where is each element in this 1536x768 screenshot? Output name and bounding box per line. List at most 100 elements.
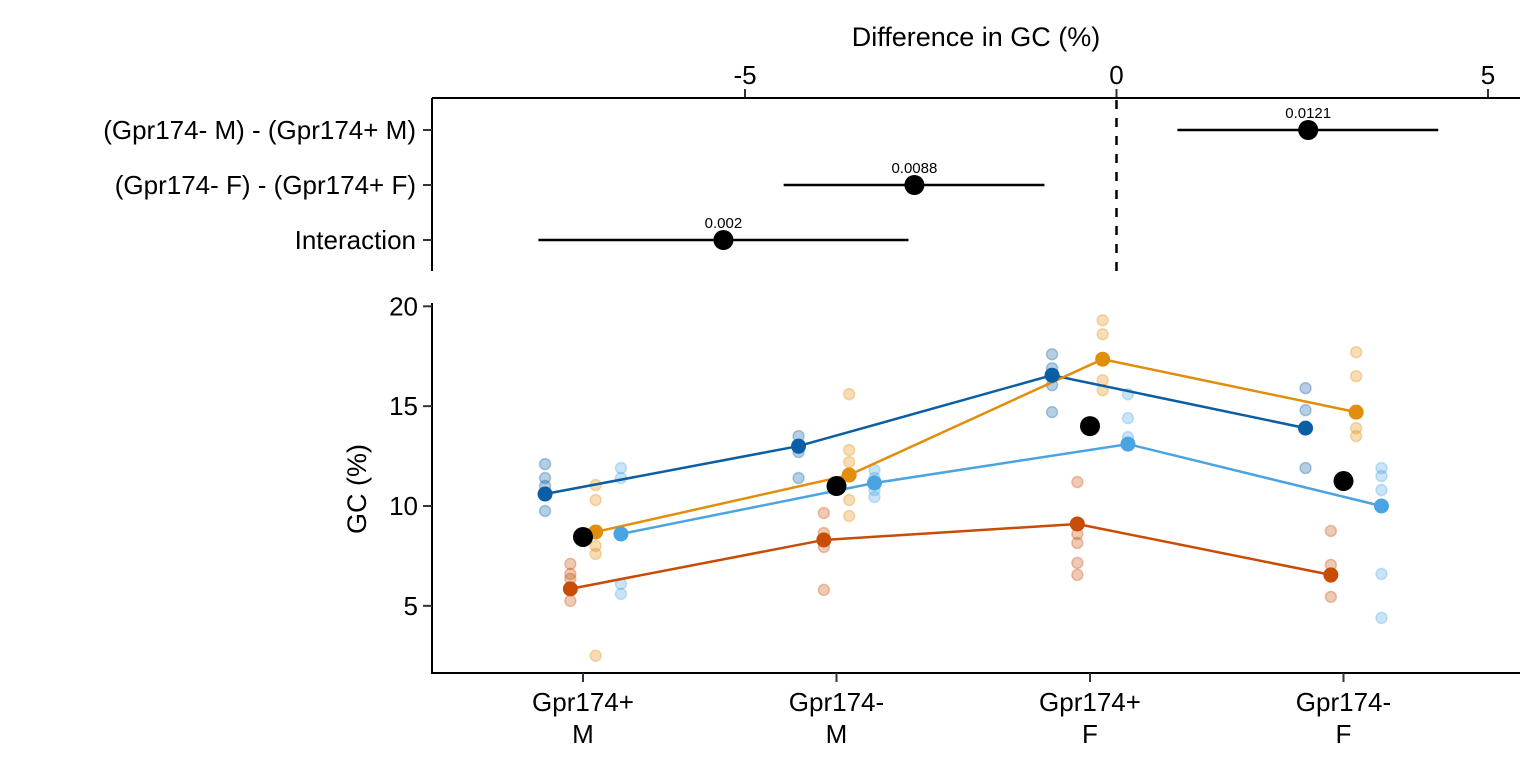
forest-rows: (Gpr174- M) - (Gpr174+ M) 0.0121 (Gpr174- … [103,105,1439,255]
raw-data-point [842,455,856,469]
series-mean-point [1095,351,1111,367]
x-tick-label-line2: F [1082,719,1098,749]
series-mean-line [620,442,1382,536]
raw-data-point [1299,403,1312,417]
forest-row-label: (Gpr174- F) - (Gpr174+ F) [115,170,416,200]
forest-p-value-label: 0.0121 [1285,105,1331,122]
x-tick-label-line2: M [572,719,594,749]
raw-data-point [538,504,552,518]
raw-data-point [564,557,577,571]
x-tick-label-line1: Gpr174- [1296,687,1391,717]
raw-data-point [1349,429,1363,443]
raw-data-point [1096,328,1109,341]
series-mean-point [1298,420,1314,436]
raw-data-point [589,649,602,663]
series-mean-line [570,522,1332,591]
series-mean-point [1069,516,1085,532]
series-mean-point [816,532,832,548]
grand-mean-point [1333,471,1354,492]
forest-p-value-label: 0.0088 [891,160,937,177]
grand-mean-point [826,476,847,497]
raw-data-point [1071,536,1084,550]
series-mean-point [537,486,553,502]
raw-data-point [1121,411,1135,425]
series-mean-point [866,475,882,491]
raw-data-point [538,471,552,485]
forest-x-tick-label: 5 [1481,60,1495,90]
y-tick-label: 10 [389,491,418,521]
series-mean-point [791,438,807,454]
y-tick-label: 20 [389,291,418,321]
series-mean-point [1323,567,1339,583]
raw-data-point [1349,421,1363,435]
series-mean-point [1120,436,1136,452]
raw-data-point [564,594,577,608]
forest-estimate-point [1298,120,1319,140]
raw-data-point [1071,475,1084,489]
raw-data-point [1071,568,1084,582]
raw-data-point [1375,567,1388,581]
forest-x-tick-label: -5 [733,60,756,90]
raw-data-point [1324,524,1338,538]
series-mean-point [1348,404,1364,420]
mean-points-layer [537,351,1389,597]
raw-data-point [1349,369,1363,383]
raw-data-point [589,547,602,561]
raw-data-point [1375,461,1388,475]
forest-row-label: (Gpr174- M) - (Gpr174+ M) [103,115,416,145]
forest-x-axis-title: Difference in GC (%) [852,22,1101,52]
raw-data-point [792,471,805,485]
series-lines-layer [544,357,1382,591]
x-tick-label-line1: Gpr174- [789,687,884,717]
series-mean-point [613,526,629,542]
raw-data-point [1324,590,1338,604]
x-tick-label-line2: F [1336,719,1352,749]
series-mean-point [841,467,857,483]
raw-data-point [538,457,552,471]
raw-data-point [1299,461,1312,475]
raw-data-point [1096,314,1109,327]
forest-row-label: Interaction [295,225,416,255]
raw-data-point [842,443,856,457]
series-mean-line [595,357,1357,534]
raw-data-point [589,539,602,553]
grand-mean-point [573,526,593,547]
y-ticks: 5 10 15 20 [389,291,432,621]
raw-data-point [1375,483,1388,497]
forest-p-value-label: 0.002 [705,215,743,232]
raw-data-point [1375,611,1388,625]
raw-data-point [614,587,628,601]
raw-data-point [614,461,628,475]
forest-estimate-point [904,175,925,195]
y-axis-title: GC (%) [342,444,372,534]
raw-data-point [817,506,831,520]
x-tick-label-line1: Gpr174+ [1039,687,1141,717]
series-mean-point [1044,367,1060,383]
raw-data-point [589,493,602,507]
raw-data-point [1299,381,1312,395]
raw-data-point [868,490,881,504]
y-tick-label: 15 [389,391,418,421]
forest-estimate-point [713,230,734,250]
raw-data-point [842,387,856,401]
series-mean-line [544,373,1306,496]
raw-data-point [817,583,831,597]
raw-data-point [564,567,577,581]
series-mean-point [562,581,578,597]
raw-points-layer [538,314,1388,663]
raw-data-point [1375,469,1388,483]
raw-data-point [842,493,856,507]
forest-plot-panel: Difference in GC (%) -5 0 5 (Gpr174- M) - … [103,22,1520,272]
grand-mean-point [1080,416,1100,437]
x-tick-label-line1: Gpr174+ [532,687,634,717]
raw-data-point [1045,347,1059,361]
forest-x-tick-label: 0 [1109,60,1123,90]
raw-data-point [1349,345,1363,359]
y-tick-label: 5 [404,591,418,621]
forest-x-ticks: -5 0 5 [733,60,1495,98]
raw-data-point [1045,405,1059,419]
raw-data-point [842,509,856,523]
